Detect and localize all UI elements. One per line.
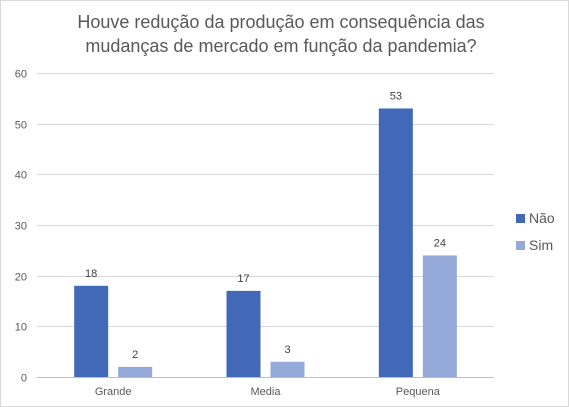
gridlines [37, 73, 494, 327]
data-labels: 18 2 17 3 53 24 [85, 90, 446, 360]
chart-title: Houve redução da produção em consequênci… [77, 12, 485, 56]
x-tick-label: Pequena [396, 386, 441, 398]
y-tick-label: 40 [15, 170, 27, 182]
axes: 0 10 20 30 40 50 60 Grande Media Pequena [15, 69, 494, 398]
data-label: 24 [434, 237, 446, 249]
bar-pequena-sim [422, 255, 457, 377]
legend-swatch [516, 241, 525, 250]
legend-swatch [516, 214, 525, 223]
data-label: 53 [390, 90, 402, 102]
y-tick-label: 20 [15, 272, 27, 284]
legend: Não Sim [516, 210, 555, 253]
bar-grande-sim [118, 366, 153, 377]
data-label: 3 [284, 344, 290, 356]
x-tick-label: Grande [95, 386, 132, 398]
y-tick-label: 30 [15, 221, 27, 233]
bars [74, 108, 457, 377]
bar-grande-nao [74, 285, 109, 377]
y-tick-label: 60 [15, 69, 27, 81]
y-tick-label: 10 [15, 322, 27, 334]
y-tick-label: 50 [15, 120, 27, 132]
bar-media-sim [270, 361, 305, 377]
bar-pequena-nao [378, 108, 413, 377]
legend-label: Sim [529, 237, 553, 253]
data-label: 17 [237, 273, 249, 285]
x-tick-label: Media [251, 386, 282, 398]
bar-media-nao [226, 290, 261, 377]
data-label: 2 [132, 349, 138, 361]
legend-label: Não [529, 210, 555, 226]
data-label: 18 [85, 268, 97, 280]
y-tick-label: 0 [21, 373, 27, 385]
